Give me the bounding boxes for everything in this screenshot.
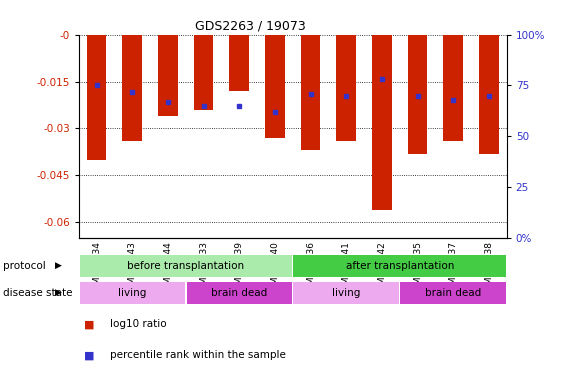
- Bar: [337, 35, 356, 141]
- Bar: [293, 281, 399, 304]
- Text: living: living: [118, 288, 146, 298]
- Bar: [301, 35, 320, 151]
- Bar: [79, 255, 292, 277]
- Text: protocol: protocol: [3, 261, 46, 271]
- Bar: [79, 281, 185, 304]
- Title: GDS2263 / 19073: GDS2263 / 19073: [195, 19, 305, 32]
- Bar: [87, 35, 106, 160]
- Text: disease state: disease state: [3, 288, 72, 298]
- Text: ■: ■: [84, 350, 95, 360]
- Text: percentile rank within the sample: percentile rank within the sample: [110, 350, 285, 360]
- Bar: [372, 35, 392, 210]
- Text: ▶: ▶: [55, 288, 62, 297]
- Text: ■: ■: [84, 319, 95, 329]
- Text: brain dead: brain dead: [425, 288, 481, 298]
- Text: log10 ratio: log10 ratio: [110, 319, 167, 329]
- Text: brain dead: brain dead: [211, 288, 267, 298]
- Text: after transplantation: after transplantation: [346, 261, 454, 271]
- Bar: [194, 35, 213, 110]
- Bar: [479, 35, 499, 154]
- Bar: [408, 35, 427, 154]
- Text: living: living: [332, 288, 360, 298]
- Bar: [230, 35, 249, 91]
- Bar: [400, 281, 506, 304]
- Text: ▶: ▶: [55, 261, 62, 270]
- Bar: [265, 35, 285, 138]
- Bar: [123, 35, 142, 141]
- Text: before transplantation: before transplantation: [127, 261, 244, 271]
- Bar: [293, 255, 506, 277]
- Bar: [444, 35, 463, 141]
- Bar: [158, 35, 178, 116]
- Bar: [186, 281, 292, 304]
